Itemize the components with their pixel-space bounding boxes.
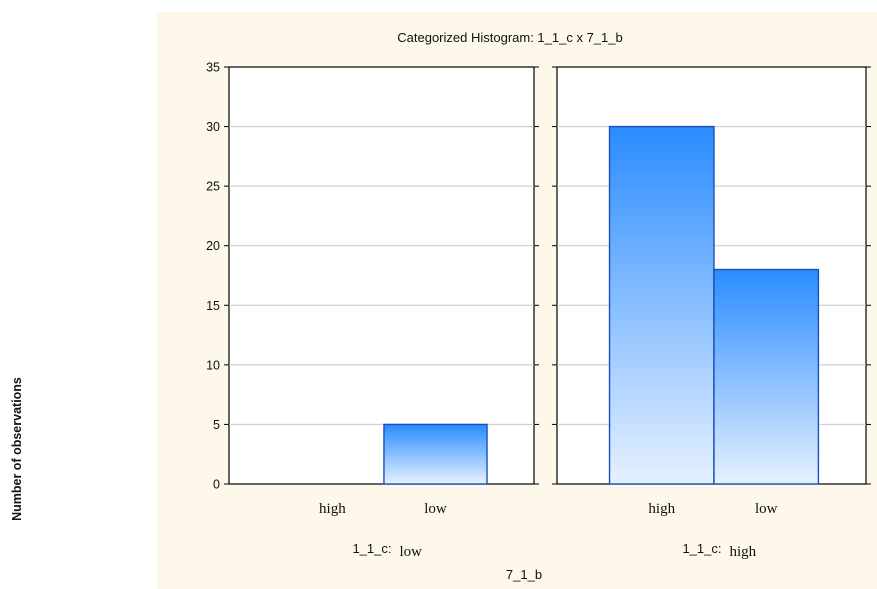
y-tick-label: 0 xyxy=(213,478,220,492)
x-tick-label: high xyxy=(319,501,346,517)
y-tick-label: 10 xyxy=(206,358,220,372)
panel-category-value: high xyxy=(730,544,757,560)
chart-panel-2: high low 1_1_c: high xyxy=(552,66,871,560)
y-tick-label: 15 xyxy=(206,299,220,313)
bar-high xyxy=(608,125,715,485)
bar-low xyxy=(383,423,488,485)
panel-category-value: low xyxy=(400,544,423,560)
y-tick-label: 20 xyxy=(206,239,220,253)
y-tick-label: 35 xyxy=(206,61,220,75)
y-axis-label: Number of observations xyxy=(10,377,24,521)
y-tick-label: 30 xyxy=(206,120,220,134)
y-tick-label: 25 xyxy=(206,180,220,194)
y-tick-label: 5 xyxy=(213,418,220,432)
plot-area xyxy=(228,66,535,485)
chart-title: Categorized Histogram: 1_1_c x 7_1_b xyxy=(397,30,622,45)
x-tick-label: high xyxy=(648,501,675,517)
chart-panel-1: 0 5 10 15 20 25 30 35 high low 1_1_c: low xyxy=(206,61,539,560)
panel-category-var: 1_1_c: xyxy=(682,541,721,556)
panels-layer: 0 5 10 15 20 25 30 35 high low 1_1_c: low high low 1_1… xyxy=(206,61,871,560)
panel-category-var: 1_1_c: xyxy=(352,541,391,556)
x-tick-label: low xyxy=(424,501,447,517)
x-axis-label: 7_1_b xyxy=(506,567,542,582)
bar-low xyxy=(713,268,820,485)
x-tick-label: low xyxy=(755,501,778,517)
